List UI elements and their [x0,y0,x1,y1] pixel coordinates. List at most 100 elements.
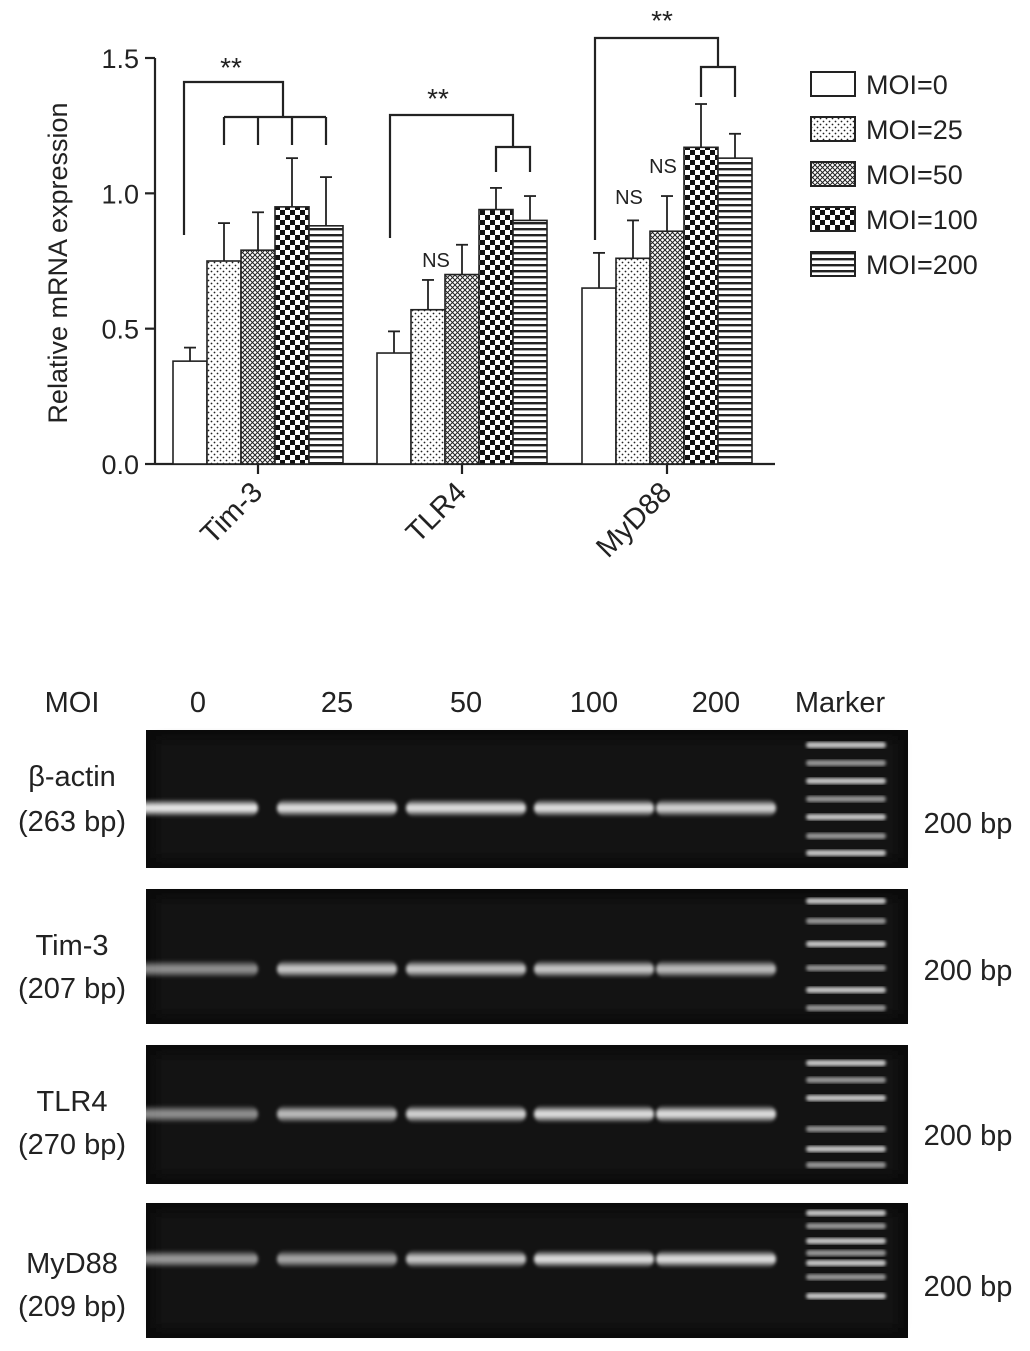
marker-band [806,1095,886,1101]
marker-band [806,1146,886,1152]
marker-band [806,1210,886,1216]
legend-label: MOI=0 [866,70,948,100]
bar [683,146,719,465]
bar [581,287,617,465]
marker-band [806,918,886,924]
marker-band [806,965,886,971]
bar [649,230,685,465]
bars [172,103,753,465]
gel-row: Tim-3 (207 bp) 200 bp [18,889,1012,1024]
significance-bracket [182,80,285,235]
y-tick-label: 0.0 [101,450,139,480]
marker-band [806,850,886,856]
legend-label: MOI=25 [866,115,963,145]
gel-smear [156,1055,898,1174]
marker-band [806,778,886,784]
gel-row: MyD88 (209 bp) 200 bp [18,1203,1012,1338]
gel-smear [156,740,898,858]
gel-band [534,799,654,817]
gene-label: Tim-3 [35,930,108,962]
marker-band [806,1005,886,1011]
marker-size-label: 200 bp [924,808,1013,840]
gel-band [138,960,258,978]
significance-annotations: ** ** NS ** NS NS [182,5,737,272]
marker-band [806,941,886,947]
gel-smear [156,1213,898,1328]
lane-label: Marker [795,687,886,719]
marker-band [806,833,886,839]
size-label: (270 bp) [18,1129,126,1161]
bar [717,157,753,465]
ns-label: NS [422,250,450,272]
gel-band [406,1250,526,1268]
gel-band [656,1105,776,1123]
legend: MOI=0 MOI=25 MOI=50 MOI=100 MOI=200 [810,70,978,280]
gel-band [656,799,776,817]
marker-band [806,1162,886,1168]
gel-row: β-actin (263 bp) 200 bp [18,730,1012,868]
ns-label: NS [649,156,677,178]
bar [240,249,276,465]
gel-band [138,1250,258,1268]
gel-band [406,1105,526,1123]
bar [615,257,651,465]
gel-band [277,799,397,817]
marker-band [806,898,886,904]
marker-band [806,987,886,993]
marker-band [806,796,886,802]
bar [410,308,446,465]
legend-swatch [810,71,856,97]
gel-rows: β-actin (263 bp) 200 bp Tim-3 (207 bp) 200 bp… [18,730,1012,1338]
legend-label: MOI=200 [866,250,978,280]
lane-label: 0 [190,687,206,719]
legend-swatch [810,206,856,232]
gel-band [406,799,526,817]
marker-band [806,1293,886,1299]
x-tick-label: TLR4 [400,476,473,549]
gel-band [534,960,654,978]
gel-band [277,960,397,978]
marker-band [806,1260,886,1266]
marker-size-label: 200 bp [924,1120,1013,1152]
gel-band [138,799,258,817]
bar [308,225,344,465]
marker-size-label: 200 bp [924,955,1013,987]
significance-stars: ** [220,52,242,83]
bar [206,260,242,465]
marker-band [806,1274,886,1280]
lane-label: 25 [321,687,353,719]
y-tick-label: 1.0 [101,179,139,209]
significance-bracket [593,36,720,240]
marker-band [806,760,886,766]
gel-band [138,1105,258,1123]
y-tick-label: 0.5 [101,315,139,345]
moi-label: MOI [45,687,100,719]
size-label: (263 bp) [18,806,126,838]
gene-label: TLR4 [37,1086,108,1118]
ns-label: NS [615,187,643,209]
bar [478,208,514,465]
gene-label: MyD88 [26,1248,118,1280]
significance-stars: ** [651,5,673,36]
bar [512,219,548,465]
y-axis-label: Relative mRNA expression [43,102,73,423]
significance-bracket [494,145,532,172]
gel-row: TLR4 (270 bp) 200 bp [18,1045,1012,1184]
x-tick-label: Tim-3 [195,476,269,550]
significance-bracket [699,65,737,97]
size-label: (209 bp) [18,1291,126,1323]
bar [172,360,208,465]
marker-band [806,1223,886,1229]
marker-size-label: 200 bp [924,1271,1013,1303]
gel-band [277,1105,397,1123]
size-label: (207 bp) [18,973,126,1005]
marker-band [806,1250,886,1256]
legend-swatch [810,161,856,187]
y-tick-label: 1.5 [101,44,139,74]
marker-band [806,1060,886,1066]
marker-band [806,1077,886,1083]
gel-band [534,1105,654,1123]
legend-label: MOI=50 [866,160,963,190]
